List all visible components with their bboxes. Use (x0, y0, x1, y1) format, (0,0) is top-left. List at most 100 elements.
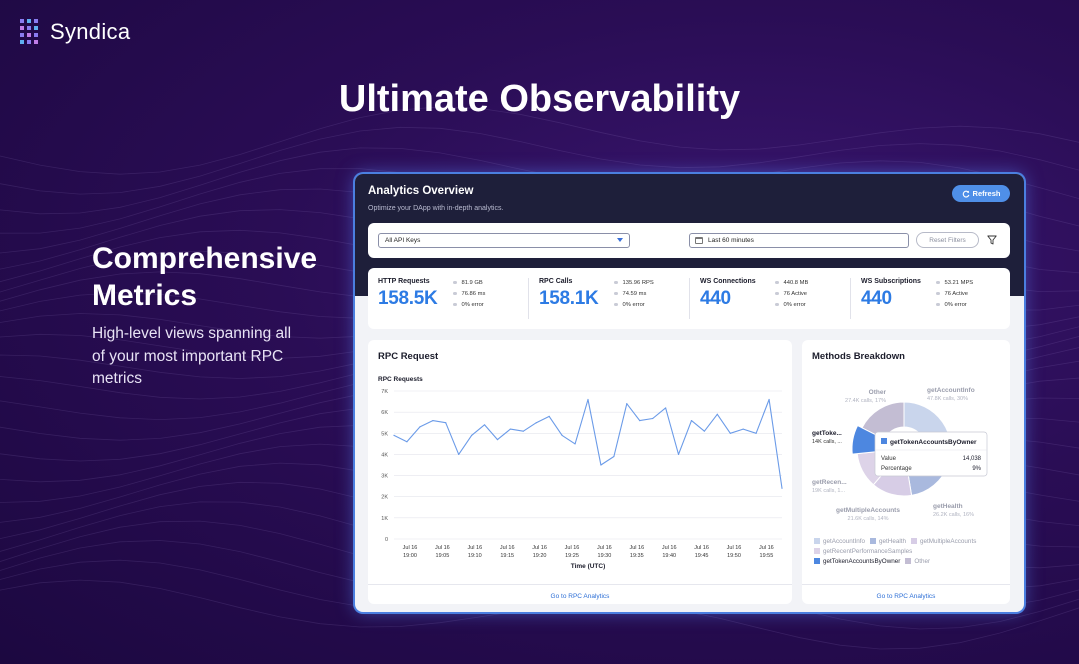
time-range-field[interactable]: Last 60 minutes (689, 233, 909, 248)
metric-stat: 0% error (614, 300, 654, 311)
tooltip-title: getTokenAccountsByOwner (890, 439, 977, 446)
card-title: RPC Request (378, 351, 439, 362)
page-headline: Ultimate Observability (338, 78, 741, 120)
tooltip-swatch (881, 438, 887, 444)
y-tick-label: 5K (381, 431, 388, 437)
feature-title: Comprehensive Metrics (92, 242, 318, 312)
metric-value: 158.5K (378, 288, 438, 309)
rpc-requests-line-chart: RPC Requests 0 1K 2K 3K 4K 5K 6K 7K Jul 16 19:00 Ju… (378, 376, 783, 570)
legend-swatch (814, 558, 820, 564)
data-point (445, 422, 447, 424)
x-tick-label: Jul 16 (727, 545, 742, 551)
data-point (509, 428, 511, 430)
metric-stat: 440.8 MB (775, 278, 809, 289)
x-tick-label: Jul 16 (403, 545, 418, 551)
metric-value: 440 (861, 288, 892, 309)
rpc-request-card: RPC Request RPC Requests 0 1K 2K 3K 4K 5K 6K 7K J… (368, 340, 792, 604)
analytics-dashboard-window: Analytics Overview Optimize your DApp wi… (355, 174, 1024, 612)
data-point (587, 398, 589, 401)
metric-stats: 135.96 RPS 74.59 ms 0% error (614, 278, 654, 311)
data-point (432, 420, 434, 422)
x-tick-label: 19:20 (533, 553, 547, 559)
legend-label: getHealth (879, 538, 906, 545)
brand-logo: Syndica (18, 17, 130, 47)
data-point (458, 453, 460, 456)
x-tick-label: 19:45 (695, 553, 709, 559)
y-tick-label: 1K (381, 516, 388, 522)
chart-title: RPC Requests (378, 376, 423, 383)
x-tick-label: Jul 16 (435, 545, 450, 551)
slice-label: getRecen... (812, 479, 847, 486)
y-tick-label: 7K (381, 389, 388, 395)
metric-stat: 0% error (453, 300, 485, 311)
x-tick-label: Jul 16 (662, 545, 677, 551)
legend-swatch (910, 538, 917, 544)
metric-stats: 440.8 MB 76 Active 0% error (775, 278, 809, 311)
metric-stat: 0% error (775, 300, 808, 311)
x-tick-label: 19:35 (630, 553, 644, 559)
data-point (626, 403, 628, 405)
x-tick-label: 19:00 (403, 553, 417, 559)
time-range-value: Last 60 minutes (708, 237, 754, 244)
dashboard-subtitle: Optimize your DApp with in-depth analyti… (368, 205, 504, 212)
filter-funnel-icon[interactable] (987, 235, 997, 245)
tooltip-box (874, 431, 988, 477)
metric-stat: 53.21 MPS (936, 278, 974, 289)
refresh-button[interactable]: Refresh (952, 185, 1010, 202)
tooltip-value-label: Value (881, 456, 897, 462)
legend-label: getTokenAccountsByOwner (823, 558, 901, 565)
legend-label: getMultipleAccounts (919, 538, 977, 545)
metric-stat: 81.9 GB (453, 278, 485, 289)
calendar-icon (695, 237, 703, 244)
data-point (574, 443, 576, 445)
slice-sublabel: 27.4K calls, 17% (845, 398, 886, 404)
chart-tooltip: getTokenAccountsByOwner Value 14,038 Percen… (874, 431, 988, 477)
metric-rpc-calls: RPC Calls 158.1K 135.96 RPS 74.59 ms 0% … (529, 268, 689, 329)
x-tick-label: 19:05 (436, 553, 450, 559)
data-point (613, 455, 615, 458)
api-keys-value: All API Keys (385, 237, 421, 244)
data-point (600, 464, 602, 466)
metric-stats: 81.9 GB 76.86 ms 0% error (453, 278, 486, 311)
reset-filters-button[interactable]: Reset Filters (916, 232, 979, 248)
metric-stats: 53.21 MPS 76 Active 0% error (936, 278, 974, 311)
x-tick-label: Jul 16 (759, 545, 774, 551)
legend-item[interactable]: getAccountInfo (814, 537, 865, 547)
y-tick-label: 0 (385, 537, 388, 543)
data-point (768, 398, 770, 401)
brand-name: Syndica (50, 19, 131, 44)
slice-sublabel: 26.2K calls, 16% (933, 512, 974, 518)
metric-divider (689, 278, 690, 319)
data-point (677, 453, 680, 456)
metric-label: RPC Calls (539, 278, 573, 285)
card-title: Methods Breakdown (812, 351, 905, 362)
data-point (729, 432, 731, 434)
data-point (548, 415, 550, 417)
refresh-label: Refresh (972, 189, 1001, 198)
card-divider (368, 584, 792, 585)
x-tick-label: 19:25 (565, 553, 579, 559)
legend-item[interactable]: getMultipleAccounts (910, 537, 977, 547)
metric-stat: 74.59 ms (614, 289, 654, 300)
x-tick-label: 19:15 (500, 553, 514, 559)
slice-label: getAccountInfo (927, 387, 975, 394)
background-wave-line (0, 126, 1079, 195)
metric-divider (850, 278, 851, 319)
data-point (496, 439, 499, 441)
rpc-analytics-link[interactable]: Go to RPC Analytics (550, 593, 610, 600)
methods-breakdown-card: Methods Breakdown getAccountInfo 47.8K ca… (802, 340, 1010, 604)
slice-sublabel: 47.8K calls, 30% (927, 396, 968, 402)
card-divider (802, 584, 1010, 585)
legend-item[interactable]: getHealth (870, 537, 906, 547)
legend-item[interactable]: getRecentPerformanceSamples (814, 547, 912, 557)
data-point (561, 434, 563, 436)
legend-item[interactable]: getTokenAccountsByOwner (814, 557, 900, 567)
data-point (690, 420, 693, 422)
legend-item[interactable]: Other (905, 557, 930, 567)
data-point (703, 430, 705, 432)
filter-bar: All API Keys Last 60 minutes Reset Filte… (368, 223, 1010, 258)
refresh-icon (962, 190, 969, 198)
x-tick-label: Jul 16 (694, 545, 709, 551)
api-keys-select[interactable]: All API Keys (378, 233, 630, 248)
methods-analytics-link[interactable]: Go to RPC Analytics (876, 593, 936, 600)
